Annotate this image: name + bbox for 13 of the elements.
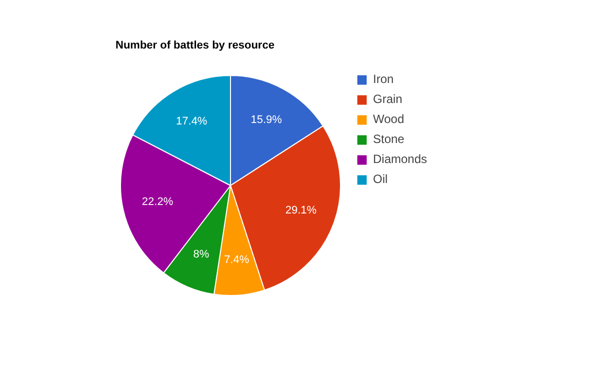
data-label: 7.4% bbox=[224, 254, 250, 266]
legend-label: Diamonds bbox=[373, 152, 428, 166]
legend-label: Wood bbox=[373, 112, 404, 126]
legend-label: Grain bbox=[373, 92, 402, 106]
data-label: 15.9% bbox=[250, 114, 282, 126]
data-label: 8% bbox=[193, 248, 210, 260]
legend-label: Stone bbox=[373, 132, 404, 146]
data-label: 29.1% bbox=[285, 204, 317, 217]
data-label: 17.4% bbox=[176, 116, 208, 128]
legend-label: Iron bbox=[373, 72, 394, 86]
chart-title: Number of battles by resource bbox=[116, 40, 274, 52]
data-label: 22.2% bbox=[142, 196, 174, 208]
legend-label: Oil bbox=[373, 172, 389, 186]
